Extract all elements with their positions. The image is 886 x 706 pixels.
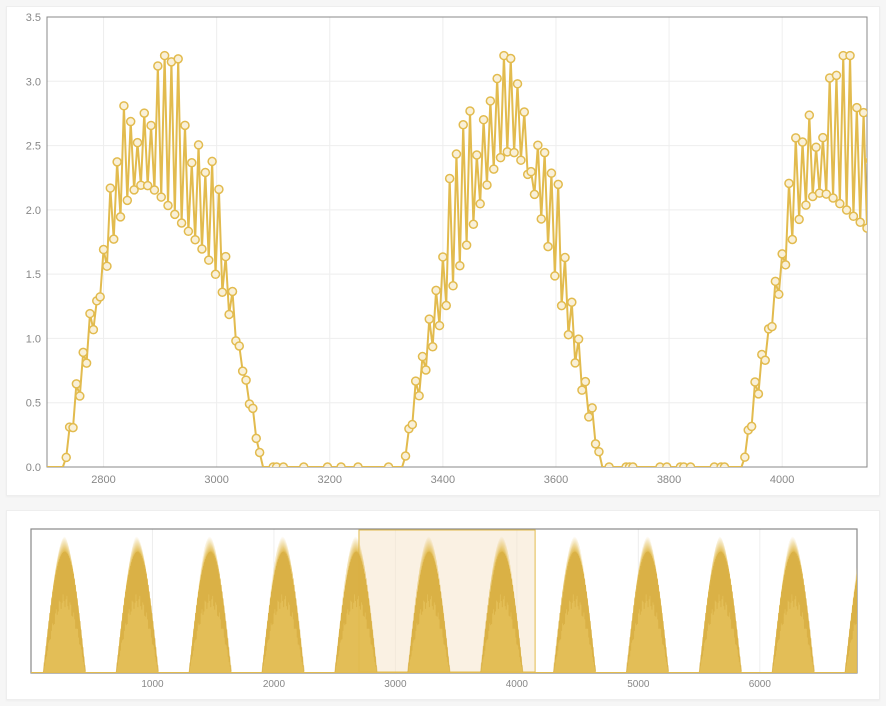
y-tick-label: 2.0	[26, 205, 41, 217]
x-tick-label: 3000	[204, 474, 228, 486]
x-tick-label: 3400	[431, 474, 455, 486]
overview-x-tick-label: 5000	[627, 679, 650, 690]
y-tick-label: 2.5	[26, 141, 41, 153]
overview-x-tick-label: 6000	[749, 679, 772, 690]
y-tick-label: 1.0	[26, 333, 41, 345]
main-series	[36, 52, 881, 471]
x-tick-label: 2800	[91, 474, 115, 486]
y-tick-label: 1.5	[26, 269, 41, 281]
overview-x-tick-label: 4000	[506, 679, 529, 690]
main-chart-svg: 0.0 0.5 1.0 1.5 2.0 2.5 3.0 3.5 2800 3000 3200 3400…	[7, 7, 881, 497]
x-tick-label: 3200	[318, 474, 342, 486]
y-tick-label: 3.5	[26, 12, 41, 24]
overview-chart-svg[interactable]: 1000 2000 3000 4000 5000 6000	[7, 511, 881, 701]
y-tick-label: 0.5	[26, 398, 41, 410]
main-chart-panel: 0.0 0.5 1.0 1.5 2.0 2.5 3.0 3.5 2800 3000 3200 3400…	[6, 6, 880, 496]
overview-x-tick-label: 3000	[384, 679, 407, 690]
page: 0.0 0.5 1.0 1.5 2.0 2.5 3.0 3.5 2800 3000 3200 3400…	[0, 0, 886, 706]
x-tick-label: 3800	[657, 474, 681, 486]
overview-chart-panel: 1000 2000 3000 4000 5000 6000	[6, 510, 880, 700]
overview-x-tick-label: 1000	[141, 679, 164, 690]
y-tick-label: 3.0	[26, 76, 41, 88]
overview-x-tick-label: 2000	[263, 679, 286, 690]
x-tick-label: 3600	[544, 474, 568, 486]
x-tick-label: 4000	[770, 474, 794, 486]
y-tick-label: 0.0	[26, 462, 41, 474]
